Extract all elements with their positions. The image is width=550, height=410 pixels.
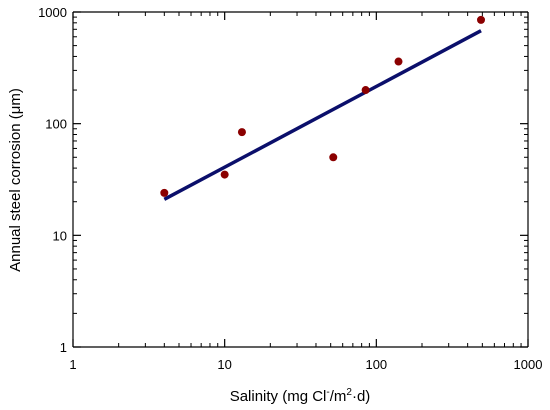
data-point <box>361 86 370 95</box>
x-tick-labels: 1 10 100 1000 <box>69 357 542 372</box>
x-ticks <box>72 12 529 347</box>
data-point <box>160 188 169 197</box>
data-point <box>220 170 229 179</box>
y-tick-labels: 1 10 100 1000 <box>38 5 67 355</box>
x-axis-title: Salinity (mg Cl-/m2·d) <box>230 387 371 405</box>
y-tick-label: 100 <box>45 117 67 132</box>
y-tick-label: 1 <box>60 340 67 355</box>
y-tick-label: 1000 <box>38 5 67 20</box>
plot-frame <box>72 11 529 348</box>
data-point <box>477 15 486 24</box>
data-point <box>237 128 246 137</box>
x-tick-label: 10 <box>217 357 231 372</box>
x-tick-label: 1000 <box>514 357 543 372</box>
y-ticks <box>73 11 528 348</box>
y-tick-label: 10 <box>53 228 67 243</box>
x-tick-label: 1 <box>69 357 76 372</box>
x-tick-label: 100 <box>365 357 387 372</box>
data-point <box>394 57 403 66</box>
fit-line <box>163 29 482 201</box>
y-axis-title: Annual steel corrosion (μm) <box>7 88 24 272</box>
fit-line-layer <box>163 29 482 201</box>
data-points-layer <box>160 15 486 197</box>
data-point <box>329 153 338 162</box>
